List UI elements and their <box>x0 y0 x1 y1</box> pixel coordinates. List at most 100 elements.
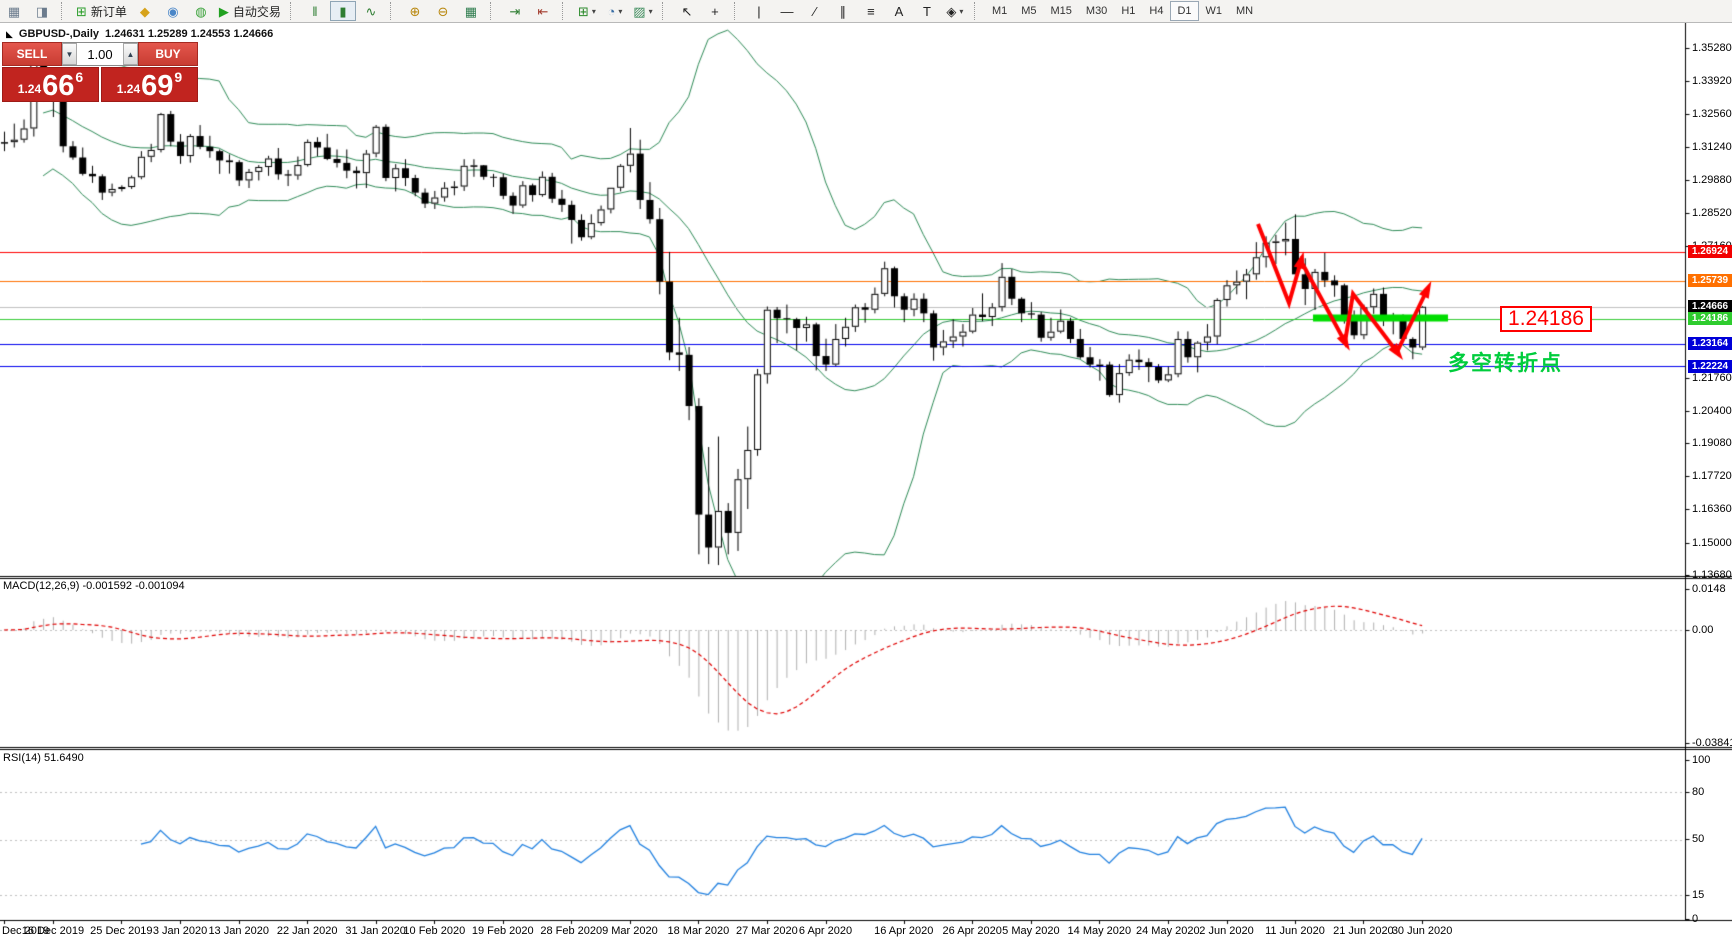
price-axis-label: 1.31240 <box>1692 140 1732 153</box>
timeframe-button-m15[interactable]: M15 <box>1050 5 1072 17</box>
macd-axis-label: -0.038415 <box>1692 737 1732 749</box>
date-axis-label: 21 Jun 2020 <box>1333 925 1394 937</box>
equidistant-channel-icon[interactable]: ∥ <box>830 1 856 21</box>
toolbar-separator <box>61 2 69 20</box>
chart-shift-icon: ⇤ <box>537 3 549 19</box>
price-axis-label: 1.16360 <box>1692 503 1732 516</box>
price-axis-label: 1.28520 <box>1692 206 1732 219</box>
sell-button[interactable]: SELL <box>2 42 62 66</box>
line-chart-icon: ∿ <box>365 3 377 19</box>
toolbar-separator <box>489 2 498 20</box>
indicators-button[interactable]: ⊞ ▾ <box>574 1 600 21</box>
vertical-line-icon[interactable]: | <box>746 1 772 21</box>
volume-input[interactable]: 1.00 <box>87 46 113 62</box>
bar-chart-icon: ‖ <box>312 3 318 19</box>
price-level-annotation: 1.24186 <box>1500 306 1592 332</box>
metaeditor-icon: ◆ <box>139 3 150 19</box>
volume-decrease-button[interactable]: ▼ <box>62 43 77 65</box>
timeframe-button-d1[interactable]: D1 <box>1170 1 1199 21</box>
price-tag-1.26924: 1.26924 <box>1688 245 1732 259</box>
date-axis-label: 22 Jan 2020 <box>276 925 338 937</box>
date-axis-label: 11 Jun 2020 <box>1265 925 1325 937</box>
fibonacci-icon: ≡ <box>867 3 875 19</box>
zoom-in-icon[interactable]: ⊕ <box>402 1 428 21</box>
timeframe-button-m1[interactable]: M1 <box>991 5 1008 17</box>
horizontal-line-icon[interactable]: — <box>774 1 800 21</box>
timeframe-button-h1[interactable]: H1 <box>1121 5 1136 17</box>
date-axis-label: 14 May 2020 <box>1067 925 1132 937</box>
autotrading-button-label: 自动交易 <box>232 4 281 19</box>
timeframe-button-m5[interactable]: M5 <box>1021 5 1037 17</box>
toolbar-separator <box>733 2 742 20</box>
text-icon[interactable]: A <box>886 1 912 21</box>
sell-price-pip: 6 <box>75 69 84 85</box>
signals-icon[interactable]: ◍ <box>188 1 214 21</box>
date-axis-label: 26 Apr 2020 <box>942 925 1002 937</box>
periods-button[interactable]: ◔ ▾ <box>602 1 628 21</box>
date-axis-label: 24 May 2020 <box>1136 925 1200 937</box>
timeframe-button-mn[interactable]: MN <box>1236 5 1254 17</box>
periods-button: ◔ <box>607 3 616 19</box>
price-axis-label: 1.15000 <box>1692 536 1732 549</box>
buy-price-prefix: 1.24 <box>116 82 141 96</box>
date-axis-label: 5 May 2020 <box>1002 925 1060 937</box>
profiles-icon[interactable]: ◨ <box>29 1 55 21</box>
mql5-community-icon[interactable]: ◉ <box>160 1 186 21</box>
date-axis-label: 2 Jun 2020 <box>1199 925 1254 937</box>
timeframe-button-h4[interactable]: H4 <box>1149 5 1164 17</box>
rsi-axis-label: 80 <box>1692 786 1705 798</box>
zoom-out-icon[interactable]: ⊖ <box>430 1 456 21</box>
line-chart-icon[interactable]: ∿ <box>358 1 384 21</box>
date-axis-label: 13 Jan 2020 <box>208 925 269 937</box>
new-chart-icon[interactable]: ▦ <box>1 1 27 21</box>
toolbar-separator <box>389 2 398 20</box>
rsi-axis-label: 50 <box>1692 833 1705 845</box>
date-axis-label: 6 Apr 2020 <box>798 925 853 937</box>
buy-price-button[interactable]: 1.24 69 9 <box>101 67 198 102</box>
price-axis-label: 1.13680 <box>1692 568 1732 581</box>
sell-price-main: 66 <box>42 70 75 102</box>
date-axis-label: 16 Apr 2020 <box>874 925 934 937</box>
profiles-icon: ◨ <box>35 3 49 19</box>
mql5-community-icon: ◉ <box>167 3 179 19</box>
rsi-axis-label: 100 <box>1692 754 1711 766</box>
text-label-icon: T <box>922 3 931 19</box>
sell-price-button[interactable]: 1.24 66 6 <box>2 67 99 102</box>
volume-stepper: ▼ 1.00 ▲ <box>62 42 138 66</box>
new-order-button[interactable]: ⊞ 新订单 <box>73 1 130 21</box>
text-label-icon[interactable]: T <box>914 1 940 21</box>
text-icon: A <box>894 3 904 19</box>
buy-price-main: 69 <box>141 70 174 102</box>
zoom-out-icon: ⊖ <box>437 3 449 19</box>
metaeditor-icon[interactable]: ◆ <box>132 1 158 21</box>
cursor-icon[interactable]: ↖ <box>674 1 700 21</box>
timeframe-button-m30[interactable]: M30 <box>1085 5 1108 17</box>
tile-windows-icon: ▦ <box>464 3 478 19</box>
macd-label: MACD(12,26,9) -0.001592 -0.001094 <box>3 580 185 592</box>
candlestick-chart-icon: ▮ <box>339 3 347 19</box>
toolbar-separator <box>561 2 570 20</box>
fibonacci-icon[interactable]: ≡ <box>858 1 884 21</box>
templates-button: ▨ <box>633 3 646 19</box>
bar-chart-icon[interactable]: ‖ <box>302 1 328 21</box>
tile-windows-icon[interactable]: ▦ <box>458 1 484 21</box>
price-tag-1.25739: 1.25739 <box>1688 274 1732 288</box>
trendline-icon[interactable]: ∕ <box>802 1 828 21</box>
auto-scroll-icon[interactable]: ⇥ <box>502 1 528 21</box>
toolbar-separator <box>973 2 982 20</box>
chart-shift-icon[interactable]: ⇤ <box>530 1 556 21</box>
arrows-button[interactable]: ◈ ▾ <box>942 1 968 21</box>
templates-button[interactable]: ▨ ▾ <box>630 1 656 21</box>
buy-button[interactable]: BUY <box>138 42 198 66</box>
buy-price-pip: 9 <box>174 69 183 85</box>
volume-increase-button[interactable]: ▲ <box>123 43 138 65</box>
price-tag-1.24666: 1.24666 <box>1688 300 1732 314</box>
timeframe-button-w1[interactable]: W1 <box>1205 5 1223 17</box>
crosshair-icon[interactable]: + <box>702 1 728 21</box>
vertical-line-icon: | <box>757 3 761 19</box>
date-axis-label: 9 Mar 2020 <box>602 925 658 937</box>
autotrading-button[interactable]: ▶ 自动交易 <box>216 1 284 21</box>
toolbar-separator <box>289 2 298 20</box>
candlestick-chart-icon[interactable]: ▮ <box>329 1 356 21</box>
